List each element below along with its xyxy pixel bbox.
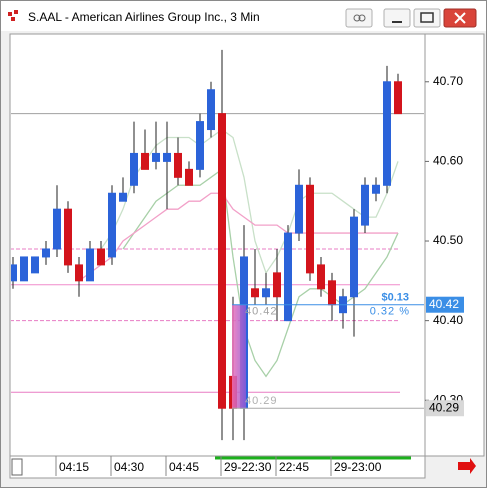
y-tick-label: 40.50 <box>433 233 463 247</box>
overlay-line <box>78 192 398 282</box>
candle-body <box>11 264 17 282</box>
candle-body <box>262 288 270 298</box>
price-box-low-label: 40.29 <box>429 400 459 414</box>
candle-body <box>64 208 72 266</box>
candle-body <box>152 152 160 162</box>
candle-body <box>141 152 149 170</box>
price-axis <box>424 33 485 457</box>
window-buttons[interactable] <box>345 8 477 28</box>
candle-body <box>372 184 380 194</box>
candle-body <box>31 256 39 274</box>
candle-body <box>42 248 50 258</box>
x-tick-label: 29-23:00 <box>334 460 382 474</box>
candle-body <box>174 152 182 178</box>
price-box-high <box>426 296 464 313</box>
candle-body <box>350 216 358 298</box>
candle-body <box>86 248 94 282</box>
candle-body <box>361 184 369 226</box>
measure-range <box>232 304 246 409</box>
candle-body <box>306 184 314 274</box>
candle-body <box>53 208 61 250</box>
candle-body <box>394 81 402 115</box>
price-box-low <box>426 400 464 417</box>
candle-body <box>185 168 193 186</box>
x-tick-label: 22:45 <box>279 460 309 474</box>
candle-body <box>97 248 105 266</box>
candle-body <box>218 113 226 409</box>
measure-percent: 0.32 % <box>370 306 410 318</box>
window-title: S.AAL - American Airlines Group Inc., 3 … <box>28 10 260 24</box>
time-axis <box>9 455 426 479</box>
candle-body <box>196 121 204 170</box>
candle-body <box>251 288 259 298</box>
candle-body <box>20 256 28 282</box>
y-tick-label: 40.70 <box>433 74 463 88</box>
x-tick-label: 29-22:30 <box>224 460 272 474</box>
candle-body <box>75 264 83 282</box>
overlay-line <box>122 168 399 378</box>
plot-layer: 40.42 40.29 $0.13 0.32 % <box>11 49 424 441</box>
x-tick-label: 04:45 <box>169 460 199 474</box>
candle-body <box>119 192 127 202</box>
candle-body <box>207 89 215 131</box>
y-tick-label: 40.60 <box>433 154 463 168</box>
measure-low-label: 40.29 <box>245 395 278 407</box>
candle-body <box>273 272 281 298</box>
x-tick-label: 04:15 <box>59 460 89 474</box>
maximize-button[interactable] <box>413 8 441 28</box>
candle-body <box>284 232 292 322</box>
candle-body <box>163 152 171 162</box>
overlay-line <box>100 128 399 275</box>
measure-high-label: 40.42 <box>245 306 278 318</box>
candle-body <box>328 280 336 306</box>
candle-body <box>295 184 303 234</box>
app-icon <box>8 10 18 21</box>
x-tick-label: 04:30 <box>114 460 144 474</box>
scroll-right-arrow[interactable] <box>458 458 476 474</box>
price-box-high-label: 40.42 <box>429 297 459 311</box>
scroll-box[interactable] <box>11 458 23 476</box>
candle-body <box>317 264 325 290</box>
candle-body <box>130 152 138 186</box>
y-tick-label: 40.40 <box>433 313 463 327</box>
minimize-button[interactable] <box>383 8 411 28</box>
candle-body <box>383 81 391 186</box>
candle-body <box>108 192 116 258</box>
measure-change: $0.13 <box>381 292 409 304</box>
